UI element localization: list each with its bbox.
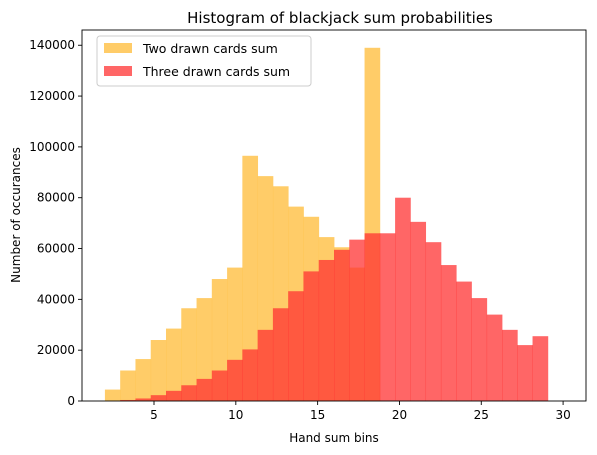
bar-three-cards-9 (242, 349, 259, 401)
x-axis-ticks: 5 10 15 20 25 30 (150, 401, 571, 422)
y-tick-label: 140000 (29, 38, 75, 52)
bars-layer (104, 47, 549, 401)
bar-two-cards-1 (120, 370, 136, 401)
bar-two-cards-9 (242, 155, 259, 401)
y-tick-label: 20000 (37, 343, 75, 357)
x-tick-label: 20 (392, 408, 407, 422)
y-tick-label: 40000 (37, 292, 75, 306)
bar-three-cards-5 (181, 385, 197, 401)
y-tick-label: 0 (67, 394, 75, 408)
legend-swatch-three-cards (104, 66, 132, 76)
x-tick-label: 30 (555, 408, 570, 422)
y-axis-label: Number of occurances (9, 147, 23, 283)
bar-three-cards-23 (456, 281, 472, 401)
bar-two-cards-7 (211, 279, 228, 401)
x-tick-label: 10 (228, 408, 243, 422)
x-tick-label: 25 (474, 408, 489, 422)
bar-two-cards-5 (181, 308, 197, 401)
bar-three-cards-4 (166, 390, 182, 401)
bar-three-cards-19 (395, 197, 411, 401)
bar-two-cards-6 (196, 298, 213, 401)
bar-two-cards-0 (104, 389, 121, 401)
bar-three-cards-21 (425, 242, 442, 401)
bar-three-cards-22 (440, 265, 457, 401)
bar-three-cards-8 (227, 359, 243, 401)
bar-three-cards-10 (257, 329, 274, 401)
bar-three-cards-3 (150, 395, 167, 401)
y-tick-label: 120000 (29, 89, 75, 103)
y-tick-label: 60000 (37, 242, 75, 256)
bar-three-cards-11 (272, 308, 289, 401)
bar-two-cards-2 (135, 359, 152, 401)
bar-three-cards-14 (318, 259, 335, 401)
y-axis-ticks: 0 20000 40000 60000 80000 100000 120000 140000 (29, 38, 82, 408)
bar-three-cards-27 (517, 345, 533, 401)
bar-three-cards-1 (120, 399, 136, 401)
legend: Two drawn cards sum Three drawn cards su… (96, 35, 312, 87)
plot-frame (81, 29, 587, 402)
bar-three-cards-26 (502, 329, 518, 401)
bar-three-cards-17 (364, 233, 381, 401)
bar-three-cards-25 (486, 314, 503, 401)
legend-swatch-two-cards (104, 43, 132, 53)
y-tick-label: 100000 (29, 140, 75, 154)
bar-two-cards-4 (166, 328, 182, 401)
bar-three-cards-20 (410, 221, 427, 401)
bar-three-cards-28 (532, 336, 549, 401)
legend-label-three-cards: Three drawn cards sum (142, 64, 290, 79)
bar-three-cards-15 (334, 249, 350, 401)
bar-three-cards-6 (196, 378, 213, 401)
x-tick-label: 15 (310, 408, 325, 422)
legend-label-two-cards: Two drawn cards sum (142, 41, 278, 56)
y-tick-label: 80000 (37, 191, 75, 205)
x-axis-label: Hand sum bins (289, 431, 379, 445)
bar-three-cards-18 (379, 233, 396, 401)
bar-three-cards-13 (303, 271, 320, 401)
bar-two-cards-3 (150, 340, 167, 401)
bar-three-cards-16 (349, 239, 365, 401)
bar-three-cards-12 (288, 291, 304, 401)
bar-three-cards-2 (135, 398, 152, 401)
legend-box (96, 35, 312, 87)
x-tick-label: 5 (150, 408, 158, 422)
bar-three-cards-24 (471, 298, 488, 401)
chart-title: Histogram of blackjack sum probabilities (187, 9, 493, 27)
bar-three-cards-7 (211, 370, 228, 401)
